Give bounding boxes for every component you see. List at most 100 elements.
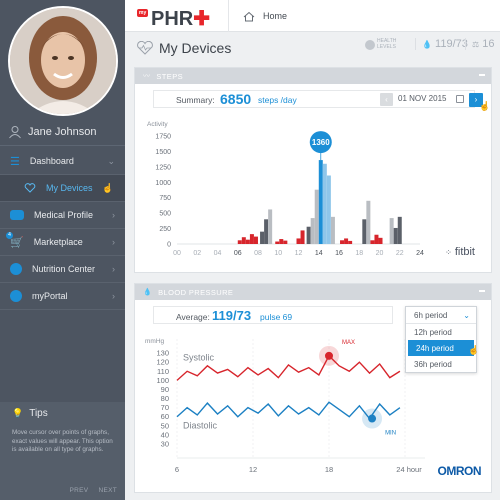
app-logo[interactable]: my PHR✚ xyxy=(137,6,210,31)
health-levels[interactable]: HEALTH LEVELS xyxy=(365,38,403,50)
bar xyxy=(389,218,394,244)
sidebar-item-marketplace[interactable]: 🛒 4 Marketplace › xyxy=(0,229,125,256)
bar xyxy=(397,216,402,244)
bar xyxy=(275,241,280,244)
steps-chart[interactable]: Activity 0 250 500 750 1000 1250 1500 1750 00 02 04… xyxy=(135,106,491,274)
period-selected-value: 6h period xyxy=(414,310,448,320)
sidebar-item-label: Nutrition Center xyxy=(32,264,96,274)
chevron-down-icon: ⌄ xyxy=(463,310,470,320)
bar xyxy=(330,216,335,244)
bar xyxy=(306,226,311,244)
bar xyxy=(362,219,367,244)
chevron-right-icon: › xyxy=(112,264,115,274)
sidebar-item-myportal[interactable]: myPortal › xyxy=(0,283,125,310)
x-tick-label: 18 xyxy=(355,250,363,257)
bp-card-header: 💧 BLOOD PRESSURE xyxy=(135,284,491,300)
bar xyxy=(348,240,353,244)
tips-header: 💡 Tips xyxy=(12,408,113,419)
date-value[interactable]: 01 NOV 2015 xyxy=(398,94,447,103)
bar xyxy=(318,160,323,244)
bar xyxy=(249,234,254,244)
sidebar-item-my-devices[interactable]: My Devices ☝ xyxy=(0,175,125,202)
stat-other[interactable]: ⚖ 16 xyxy=(465,38,494,50)
tips-panel: 💡 Tips Move cursor over points of graphs… xyxy=(0,402,125,500)
y-tick-label: 1500 xyxy=(155,149,171,156)
x-tick-label: 02 xyxy=(193,250,201,257)
sidebar-item-medical-profile[interactable]: Medical Profile › xyxy=(0,202,125,229)
y-tick-label: 1750 xyxy=(155,134,171,141)
y-tick-label: 120 xyxy=(156,358,169,367)
sidebar-item-dashboard[interactable]: ☰ Dashboard ⌄ xyxy=(0,148,125,175)
y-tick-label: 500 xyxy=(159,211,171,218)
y-tick-label: 110 xyxy=(157,367,169,376)
y-tick-label: 250 xyxy=(159,226,171,233)
chevron-down-icon: ⌄ xyxy=(107,155,115,166)
y-tick-label: 750 xyxy=(159,195,171,202)
x-tick-label: 24 hour xyxy=(396,465,422,474)
prev-date-button[interactable]: ‹ xyxy=(380,93,393,106)
period-option-label: 24h period xyxy=(416,343,454,353)
bar xyxy=(393,227,398,244)
x-tick-label: 20 xyxy=(376,250,384,257)
x-tick-label: 24 xyxy=(416,250,424,257)
next-date-button[interactable]: › xyxy=(469,93,483,107)
steps-icon: 〰 xyxy=(143,73,151,80)
bar xyxy=(253,236,258,244)
steps-summary-value: 6850 xyxy=(220,91,252,107)
cart-icon: 🛒 4 xyxy=(6,231,24,249)
y-axis-label: Activity xyxy=(147,121,168,128)
hand-cursor-icon: ☝ xyxy=(479,101,491,111)
period-option-36h[interactable]: 36h period xyxy=(414,359,452,369)
sidebar-item-label: My Devices xyxy=(46,183,93,193)
period-select[interactable]: 6h period ⌄ xyxy=(406,307,476,324)
user-row[interactable]: Jane Johnson xyxy=(0,118,125,146)
sidebar: Jane Johnson ☰ Dashboard ⌄ My Devices ☝ … xyxy=(0,0,125,500)
bar xyxy=(322,163,327,244)
x-tick-label: 04 xyxy=(214,250,222,257)
bar xyxy=(300,230,305,244)
steps-summary-unit: steps /day xyxy=(258,95,297,105)
bar xyxy=(283,240,288,244)
stat-blood-pressure[interactable]: 💧 119/73 xyxy=(415,38,468,50)
period-option-24h[interactable]: 24h period ☝ xyxy=(408,340,479,356)
marker-label: MIN xyxy=(385,431,396,437)
highlight-label: 1360 xyxy=(312,138,330,147)
globe-icon xyxy=(10,263,22,275)
steps-card: 〰 STEPS Summary: 6850 steps /day ‹ 01 NO… xyxy=(134,67,492,273)
heart-icon xyxy=(365,39,375,50)
series-label: Systolic xyxy=(183,352,215,362)
bar xyxy=(366,200,371,244)
avatar-photo xyxy=(10,8,116,114)
tips-next-button[interactable]: NEXT xyxy=(98,487,117,494)
marker-point xyxy=(368,414,377,423)
sidebar-item-nutrition-center[interactable]: Nutrition Center › xyxy=(0,256,125,283)
x-tick-label: 00 xyxy=(173,250,181,257)
period-option-12h[interactable]: 12h period xyxy=(414,327,452,337)
menu-icon: ☰ xyxy=(10,155,20,168)
calendar-icon[interactable] xyxy=(456,95,464,103)
blood-pressure-card: 💧 BLOOD PRESSURE Average: 119/73 pulse 6… xyxy=(134,283,492,493)
bar xyxy=(237,240,242,244)
period-dropdown[interactable]: 6h period ⌄ 12h period 24h period ☝ 36h p… xyxy=(405,306,479,373)
health-levels-label: HEALTH LEVELS xyxy=(377,38,397,50)
marker-label: MAX xyxy=(342,340,355,346)
home-link[interactable]: Home xyxy=(228,0,287,32)
minimize-icon[interactable] xyxy=(479,290,485,292)
x-tick-label: 08 xyxy=(254,250,262,257)
y-tick-label: 60 xyxy=(161,412,169,421)
page-header: My Devices HEALTH LEVELS 💧 119/73 ⚖ 16 xyxy=(125,32,500,64)
y-tick-label: 1000 xyxy=(155,180,171,187)
minimize-icon[interactable] xyxy=(479,74,485,76)
bar xyxy=(268,209,273,244)
chevron-right-icon: › xyxy=(112,237,115,247)
y-tick-label: 0 xyxy=(167,242,171,249)
top-bar: my PHR✚ Home xyxy=(125,0,500,32)
tips-prev-button[interactable]: PREV xyxy=(69,487,89,494)
bar xyxy=(374,234,379,244)
house-icon xyxy=(243,11,255,21)
avatar[interactable] xyxy=(8,6,118,116)
highlight-bubble xyxy=(309,131,332,154)
bar xyxy=(245,239,250,244)
